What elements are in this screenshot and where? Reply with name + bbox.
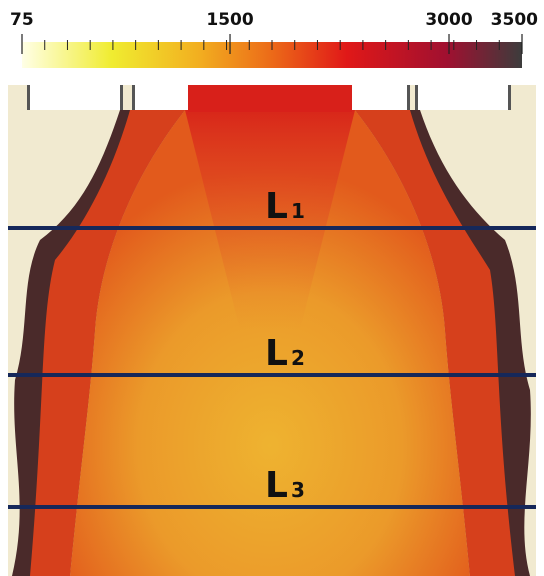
tick-label: 1500: [206, 10, 253, 30]
label-letter: L: [265, 333, 288, 374]
tick-label: 75: [10, 10, 34, 30]
label-letter: L: [265, 186, 288, 227]
label-index: 1: [291, 199, 305, 223]
tick-label: 3500: [491, 10, 538, 30]
probe-lines: L 1L 2L 3: [8, 186, 536, 509]
tick-label: 3000: [425, 10, 472, 30]
label-index: 2: [291, 346, 305, 370]
label-letter: L: [265, 465, 288, 506]
label-index: 3: [291, 478, 305, 502]
colorbar-ticks: 75 1500 3000 3500: [10, 10, 538, 54]
